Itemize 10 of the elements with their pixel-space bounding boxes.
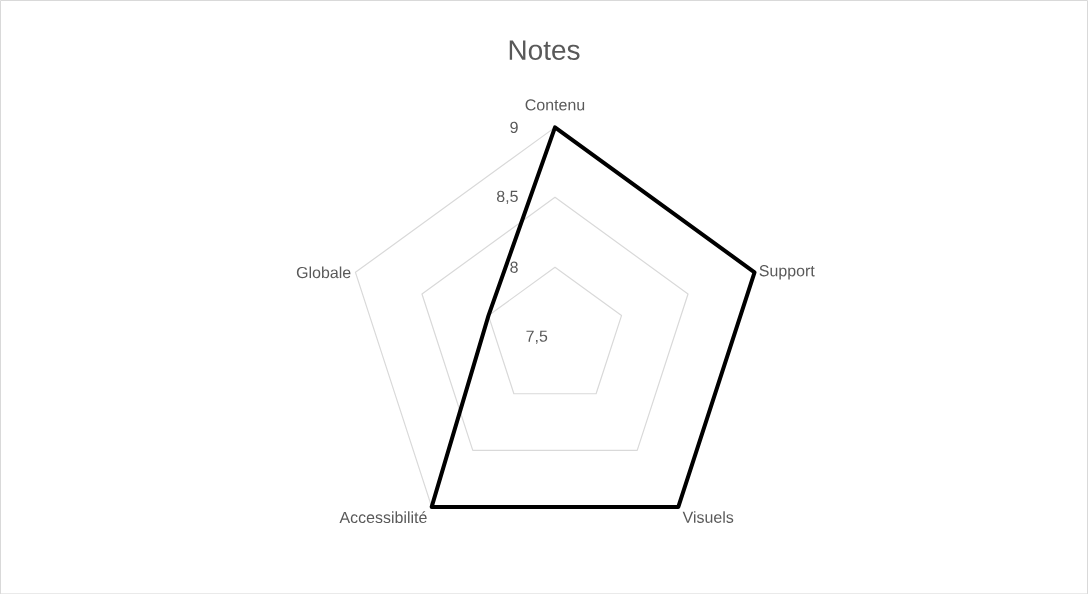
spoke-label: Support [759, 264, 815, 280]
y-tick-label: 8,5 [496, 190, 518, 204]
y-tick-label: 8 [510, 261, 518, 273]
spoke-label: Accessibilité [339, 510, 427, 523]
chart-title: Notes [509, 40, 580, 60]
spoke-label: Globale [296, 266, 351, 278]
y-tick-label: 7,5 [526, 330, 548, 344]
spoke-label: Visuels [682, 510, 734, 523]
y-tick-label: 9 [510, 121, 518, 133]
spoke-label: Contenu [525, 98, 585, 111]
